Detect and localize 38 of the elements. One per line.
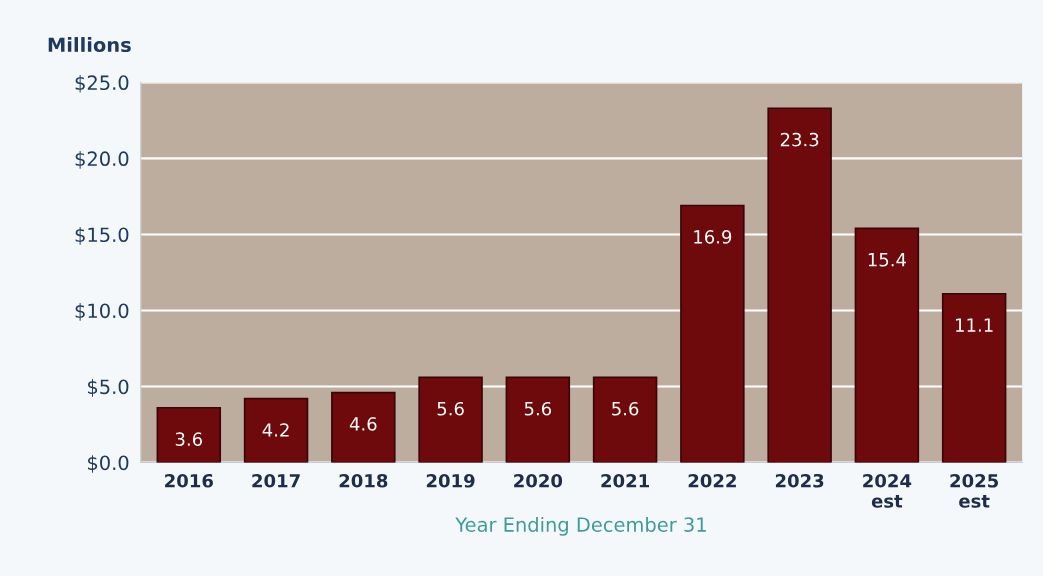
y-tick-label: $5.0 [88, 379, 129, 397]
data-label: 4.6 [349, 417, 377, 431]
data-label: 5.6 [612, 401, 639, 416]
x-tick-label: 2020 [514, 473, 563, 488]
bar [767, 107, 832, 463]
y-tick-label: $25.0 [75, 74, 129, 93]
data-label: 23.3 [780, 132, 819, 147]
bar [592, 376, 658, 463]
bar [418, 376, 483, 463]
x-tick-label: 2016 [165, 473, 213, 488]
x-tick-label: 2024 est [863, 473, 912, 508]
bar [680, 204, 745, 463]
data-label: 16.9 [694, 230, 732, 244]
x-tick-label: 2025 est [950, 473, 999, 508]
x-tick-label: 2023 [775, 473, 824, 488]
bar [156, 406, 222, 463]
x-axis-title: Year Ending December 31 [455, 516, 706, 536]
bar [854, 227, 920, 463]
data-label: 5.6 [437, 401, 464, 416]
data-label: 3.6 [175, 432, 203, 446]
x-tick-label: 2021 [601, 473, 649, 488]
bar [505, 376, 571, 463]
bar [331, 391, 396, 463]
y-tick-label: $15.0 [75, 227, 129, 245]
data-label: 5.6 [524, 401, 552, 416]
bar [243, 397, 309, 463]
bar [941, 292, 1007, 463]
data-label: 4.2 [262, 423, 289, 437]
x-tick-label: 2018 [339, 473, 388, 488]
data-label: 15.4 [868, 253, 906, 267]
y-tick-label: $0.0 [88, 455, 129, 473]
y-tick-label: $10.0 [75, 303, 129, 321]
x-tick-label: 2022 [688, 473, 736, 488]
data-label: 11.1 [956, 318, 993, 332]
x-tick-label: 2017 [252, 473, 300, 488]
y-axis-title: Millions [48, 37, 131, 53]
y-tick-label: $20.0 [75, 151, 129, 169]
x-tick-label: 2019 [426, 473, 475, 488]
